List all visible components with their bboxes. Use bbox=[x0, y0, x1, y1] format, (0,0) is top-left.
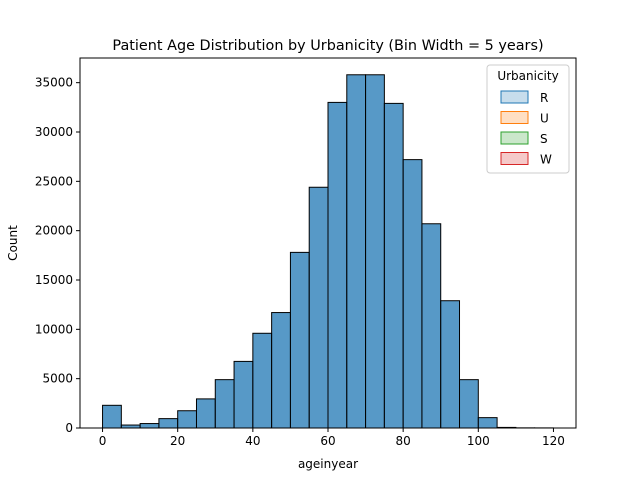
x-tick-label: 0 bbox=[99, 434, 107, 448]
legend-label-w: W bbox=[540, 153, 552, 167]
y-axis: 0 5000 10000 15000 20000 25000 30000 35000 bbox=[35, 76, 80, 435]
y-tick-label: 0 bbox=[65, 421, 73, 435]
histogram-bar-3 bbox=[159, 419, 178, 428]
y-tick-label: 25000 bbox=[35, 174, 73, 188]
legend-swatch-r bbox=[501, 91, 528, 103]
histogram-bar-15 bbox=[384, 103, 403, 428]
histogram-bar-10 bbox=[290, 252, 309, 428]
legend-label-s: S bbox=[540, 132, 548, 146]
legend-swatch-w bbox=[501, 153, 528, 165]
y-tick-label: 35000 bbox=[35, 76, 73, 90]
histogram-bar-11 bbox=[309, 187, 328, 428]
histogram-bar-2 bbox=[140, 424, 159, 428]
y-tick-label: 20000 bbox=[35, 224, 73, 238]
histogram-bar-4 bbox=[178, 411, 197, 428]
histogram-bar-9 bbox=[272, 313, 291, 428]
histogram-bar-13 bbox=[347, 75, 366, 428]
y-tick-label: 15000 bbox=[35, 273, 73, 287]
y-axis-label: Count bbox=[6, 225, 20, 261]
histogram-bar-8 bbox=[253, 333, 272, 428]
legend-title: Urbanicity bbox=[497, 69, 558, 83]
bars-layer bbox=[103, 75, 554, 428]
legend-swatch-s bbox=[501, 132, 528, 144]
y-tick-label: 30000 bbox=[35, 125, 73, 139]
legend-swatch-u bbox=[501, 112, 528, 124]
histogram-bar-14 bbox=[366, 75, 385, 428]
histogram-bar-20 bbox=[478, 418, 497, 428]
histogram-bar-5 bbox=[196, 399, 215, 428]
x-tick-label: 100 bbox=[467, 434, 490, 448]
histogram-bar-16 bbox=[403, 160, 422, 428]
x-tick-label: 40 bbox=[245, 434, 260, 448]
x-tick-label: 60 bbox=[320, 434, 335, 448]
histogram-bar-19 bbox=[460, 380, 479, 428]
legend-label-r: R bbox=[540, 91, 548, 105]
x-tick-label: 80 bbox=[396, 434, 411, 448]
x-tick-label: 20 bbox=[170, 434, 185, 448]
chart-title: Patient Age Distribution by Urbanicity (… bbox=[112, 38, 543, 54]
histogram-bar-0 bbox=[103, 405, 122, 428]
legend-label-u: U bbox=[540, 112, 549, 126]
histogram-bar-12 bbox=[328, 102, 347, 428]
histogram-bar-18 bbox=[441, 301, 460, 428]
x-axis-label: ageinyear bbox=[298, 457, 358, 471]
histogram-bar-7 bbox=[234, 361, 253, 428]
x-axis: 0 20 40 60 80 100 120 bbox=[99, 428, 565, 448]
histogram-bar-17 bbox=[422, 224, 441, 428]
y-tick-label: 10000 bbox=[35, 322, 73, 336]
x-tick-label: 120 bbox=[542, 434, 565, 448]
y-tick-label: 5000 bbox=[42, 372, 73, 386]
histogram-bar-6 bbox=[215, 380, 234, 428]
